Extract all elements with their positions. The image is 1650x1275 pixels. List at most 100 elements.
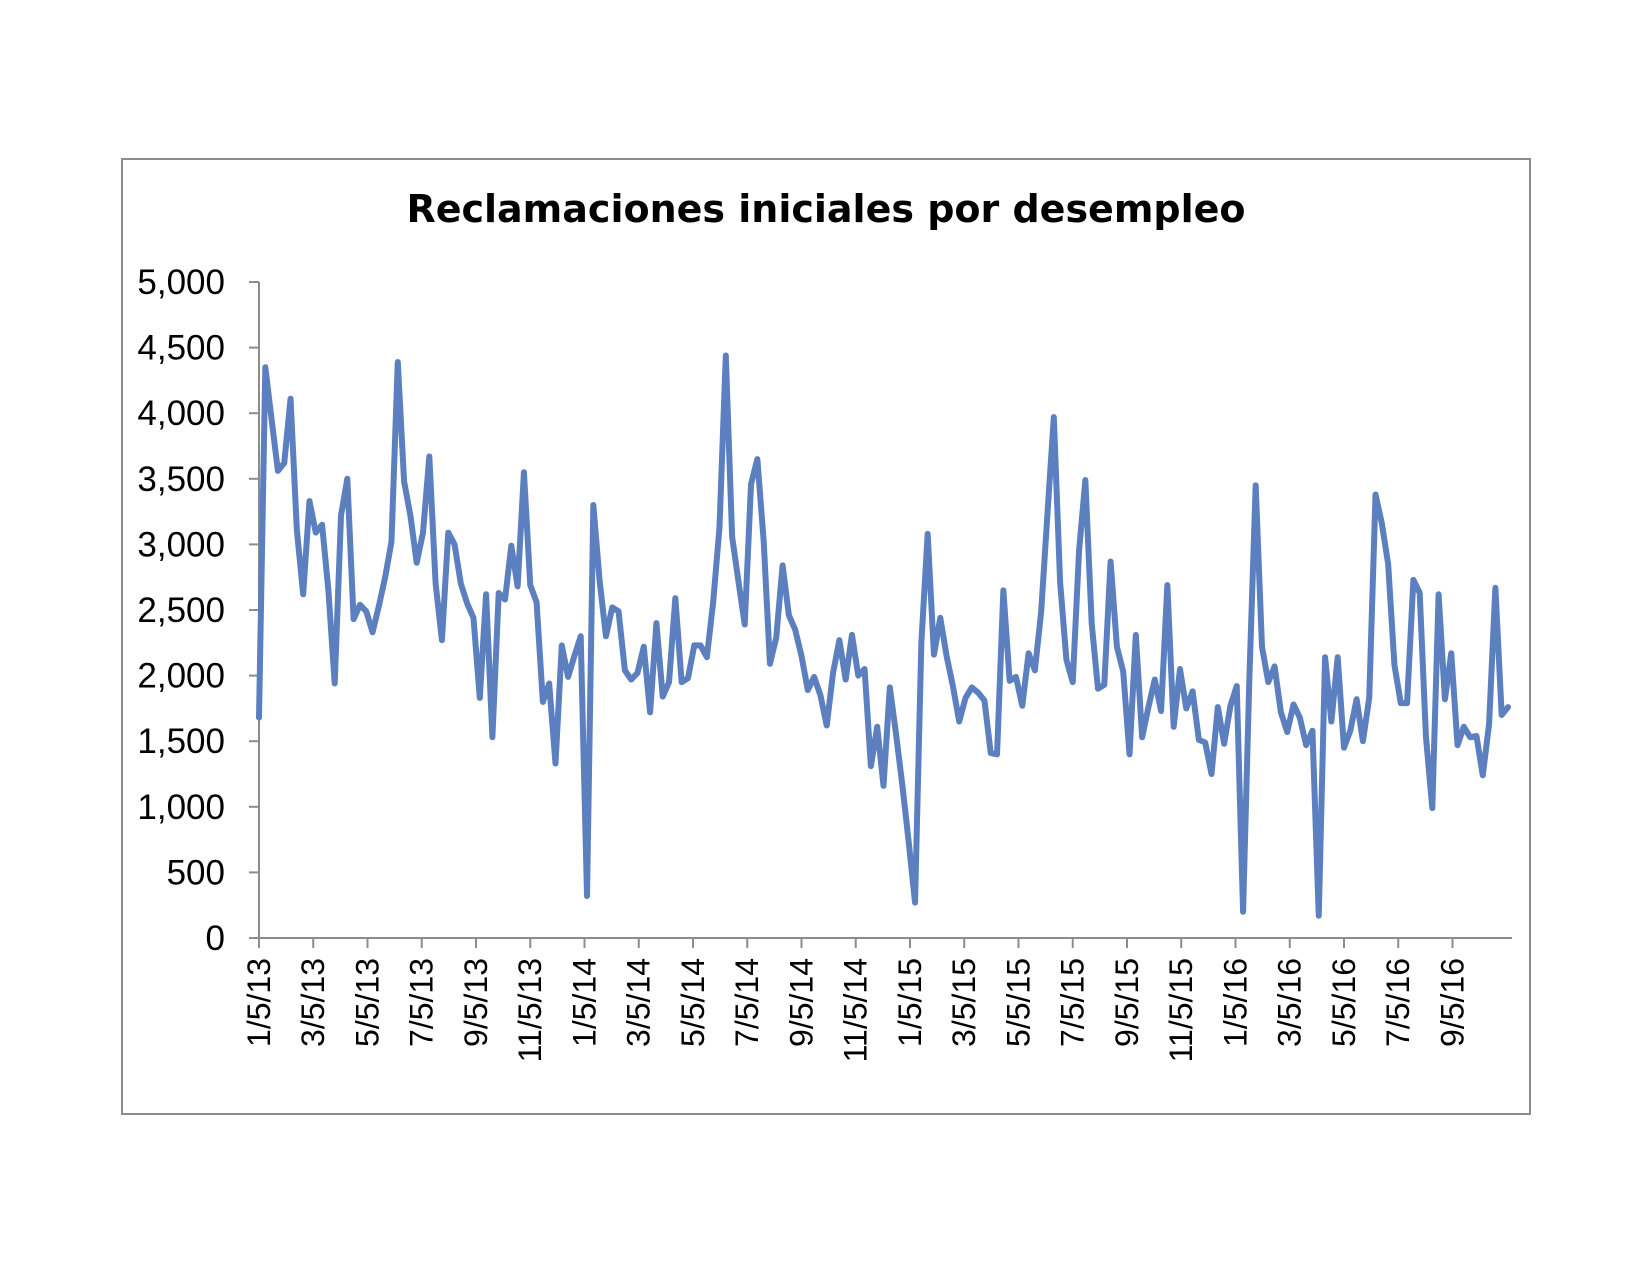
x-tick-label: 5/5/15 [1000,958,1036,1047]
y-tick-label: 0 [206,919,225,958]
data-point [1488,723,1491,726]
data-point [1431,807,1434,810]
data-point [428,455,431,458]
data-point [1368,696,1371,699]
data-point [1166,584,1169,587]
data-point [1078,549,1081,552]
data-point [756,458,759,461]
data-point [434,582,437,585]
x-tick-label: 7/5/14 [729,958,765,1047]
data-point [1147,706,1150,709]
data-point [459,582,462,585]
data-point [895,733,898,736]
data-point [1040,610,1043,613]
data-point [377,605,380,608]
data-point [340,514,343,517]
data-point [283,462,286,465]
data-point [1336,656,1339,659]
data-point [497,591,500,594]
data-point [1141,736,1144,739]
data-point [775,636,778,639]
data-point [787,614,790,617]
data-point [371,631,374,634]
data-point [1342,746,1345,749]
data-point [1235,685,1238,688]
data-point [914,901,917,904]
data-point [604,635,607,638]
data-point [1260,645,1263,648]
data-point [863,668,866,671]
data-point [541,700,544,703]
x-tick-label: 11/5/14 [838,958,874,1062]
y-tick-label: 3,000 [137,525,225,564]
x-tick-label: 7/5/13 [404,958,440,1047]
x-tick-label: 3/5/14 [621,958,657,1047]
data-point [1178,668,1181,671]
x-tick-label: 7/5/16 [1380,958,1416,1047]
data-point [642,645,645,648]
y-tick-label: 5,000 [137,263,225,302]
data-point [1216,706,1219,709]
data-point [1248,677,1251,680]
y-tick-label: 500 [167,853,225,892]
data-point [598,580,601,583]
data-point [750,483,753,486]
data-point [1134,633,1137,636]
data-point [1387,563,1390,566]
data-point [1406,702,1409,705]
data-point [857,674,860,677]
data-point [264,366,267,369]
data-point [977,691,980,694]
data-point [314,531,317,534]
x-tick-label: 5/5/13 [349,958,385,1047]
data-point [1197,738,1200,741]
data-point [1052,416,1055,419]
data-point [611,606,614,609]
data-point [1456,744,1459,747]
data-point [882,784,885,787]
data-point [485,593,488,596]
x-tick-label: 3/5/13 [295,958,331,1047]
data-point [453,543,456,546]
data-point [825,724,828,727]
data-point [838,639,841,642]
data-point [699,644,702,647]
data-point [800,654,803,657]
data-point [579,635,582,638]
x-tick-label: 11/5/13 [512,958,548,1062]
data-point [901,784,904,787]
data-point [346,477,349,480]
chart-frame: Reclamaciones iniciales por desempleo 0 5… [121,158,1531,1115]
data-point [869,765,872,768]
data-point [1210,773,1213,776]
data-point [680,681,683,684]
data-point [1254,484,1257,487]
data-point [466,602,469,605]
chart-plot-area: 0 500 1,000 1,500 2,000 2,500 3,000 3,500 4,000 4… [137,263,1512,1062]
data-point [1443,698,1446,701]
data-point [567,675,570,678]
data-point [1355,698,1358,701]
data-point [832,671,835,674]
data-point [731,535,734,538]
data-point [1494,586,1497,589]
data-point [554,762,557,765]
y-tick-label: 2,500 [137,591,225,630]
data-point [1059,581,1062,584]
y-tick-label: 3,500 [137,460,225,499]
data-point [1090,622,1093,625]
data-point [352,618,355,621]
data-point [1008,679,1011,682]
chart-title: Reclamaciones iniciales por desempleo [406,187,1246,231]
data-point [1317,914,1320,917]
data-point [964,696,967,699]
data-point [1418,591,1421,594]
data-point [1330,720,1333,723]
data-point [989,752,992,755]
x-tick-label: 1/5/15 [892,958,928,1047]
data-point [1380,522,1383,525]
data-point [649,711,652,714]
data-point [308,500,311,503]
data-point [686,677,689,680]
data-point [1273,665,1276,668]
